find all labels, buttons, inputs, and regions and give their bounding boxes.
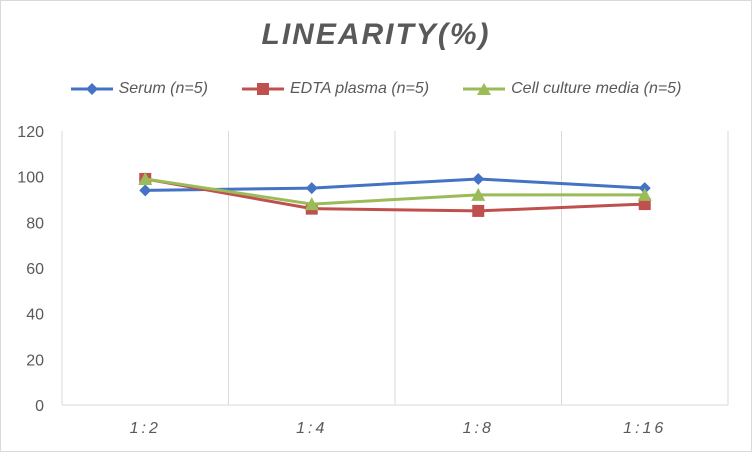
y-tick-label: 40 [26, 307, 44, 324]
legend-marker-cell-culture-media [463, 83, 506, 95]
series-line-0 [145, 177, 645, 192]
y-tick-label: 0 [35, 398, 44, 415]
x-tick-label: 1:4 [296, 420, 327, 437]
legend-label-serum: Serum (n=5) [118, 80, 208, 97]
x-tick-label: 1:8 [463, 420, 494, 437]
y-tick-label: 80 [26, 215, 44, 232]
legend-item-cell-culture-media: Cell culture media (n=5) [463, 80, 681, 98]
data-point-diamond [472, 172, 485, 185]
legend-marker-serum [70, 83, 113, 95]
legend-item-edta-plasma: EDTA plasma (n=5) [241, 80, 430, 98]
y-tick-label: 100 [17, 170, 44, 187]
legend-label-cell-culture-media: Cell culture media (n=5) [511, 80, 682, 97]
y-tick-label: 20 [26, 352, 44, 369]
series-line-2 [145, 177, 645, 206]
data-point-triangle [304, 197, 319, 211]
legend-marker-edta-plasma [241, 83, 284, 95]
legend-label-edta-plasma: EDTA plasma (n=5) [289, 80, 430, 97]
data-point-square [472, 204, 485, 217]
x-tick-label: 1:2 [130, 420, 161, 437]
data-point-triangle [138, 171, 153, 185]
series-line-1 [144, 177, 645, 213]
data-point-triangle [471, 187, 486, 201]
data-point-triangle [637, 187, 652, 201]
data-point-square [638, 198, 651, 211]
legend-item-serum: Serum (n=5) [70, 80, 208, 98]
y-tick-label: 120 [17, 124, 44, 141]
chart-title: LINEARITY(%) [261, 18, 491, 51]
data-point-diamond [305, 182, 318, 195]
y-tick-label: 60 [26, 261, 44, 278]
data-point-diamond [139, 184, 152, 197]
x-tick-label: 1:16 [623, 420, 666, 437]
legend: Serum (n=5) EDTA plasma (n=5) Cell cultu… [0, 80, 752, 98]
